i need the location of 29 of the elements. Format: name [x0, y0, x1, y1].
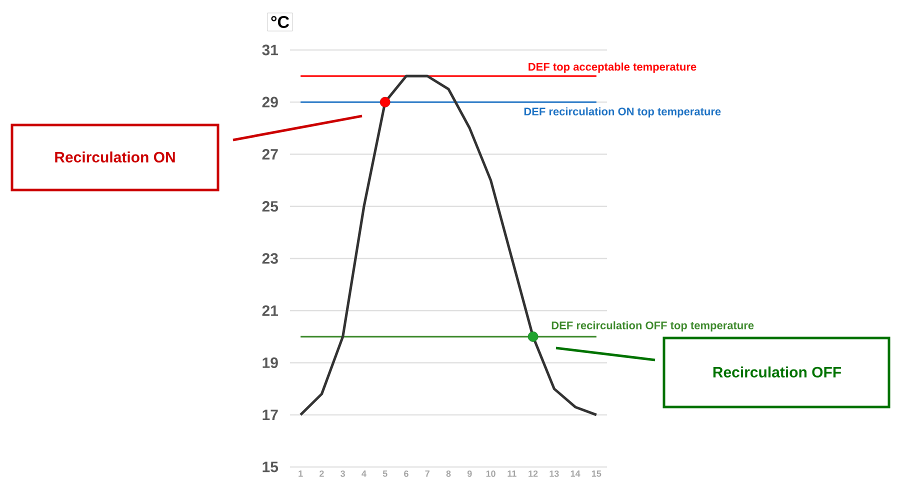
x-tick-label: 13 — [550, 470, 559, 477]
y-tick-label: 29 — [262, 96, 278, 108]
x-tick-label: 7 — [425, 470, 430, 477]
y-tick-label: 17 — [262, 410, 278, 420]
y-tick-label: 25 — [262, 201, 278, 212]
x-tick-label: 10 — [486, 470, 496, 477]
text: Recirculation ON — [55, 151, 175, 162]
x-tick-label: 5 — [382, 470, 388, 477]
x-tick-label: 12 — [528, 470, 538, 477]
x-tick-label: 11 — [508, 470, 516, 477]
y-tick-label: 19 — [262, 357, 278, 368]
x-tick-label: 14 — [570, 470, 580, 477]
x-tick-label: 2 — [320, 470, 324, 477]
x-tick-label: 6 — [404, 470, 408, 477]
x-tick-label: 15 — [592, 470, 602, 477]
ref-line-label: DEF top acceptable temperature — [528, 62, 696, 73]
y-tick-label: 23 — [262, 253, 278, 264]
x-tick-label: 8 — [446, 470, 451, 477]
ref-line-label: DEF recirculation ON top temperature — [524, 107, 721, 118]
x-tick-label: 9 — [467, 470, 472, 477]
text: Recirculation OFF — [713, 366, 842, 378]
y-tick-label: 27 — [262, 149, 278, 160]
y-tick-label: 21 — [262, 305, 278, 316]
x-tick-label: 4 — [362, 470, 366, 477]
x-tick-label: 3 — [340, 470, 346, 477]
y-axis-title: °C — [271, 16, 290, 28]
ref-line-label: DEF recirculation OFF top temperature — [552, 321, 754, 332]
x-tick-label: 1 — [298, 470, 303, 477]
y-tick-label: 31 — [262, 44, 278, 56]
